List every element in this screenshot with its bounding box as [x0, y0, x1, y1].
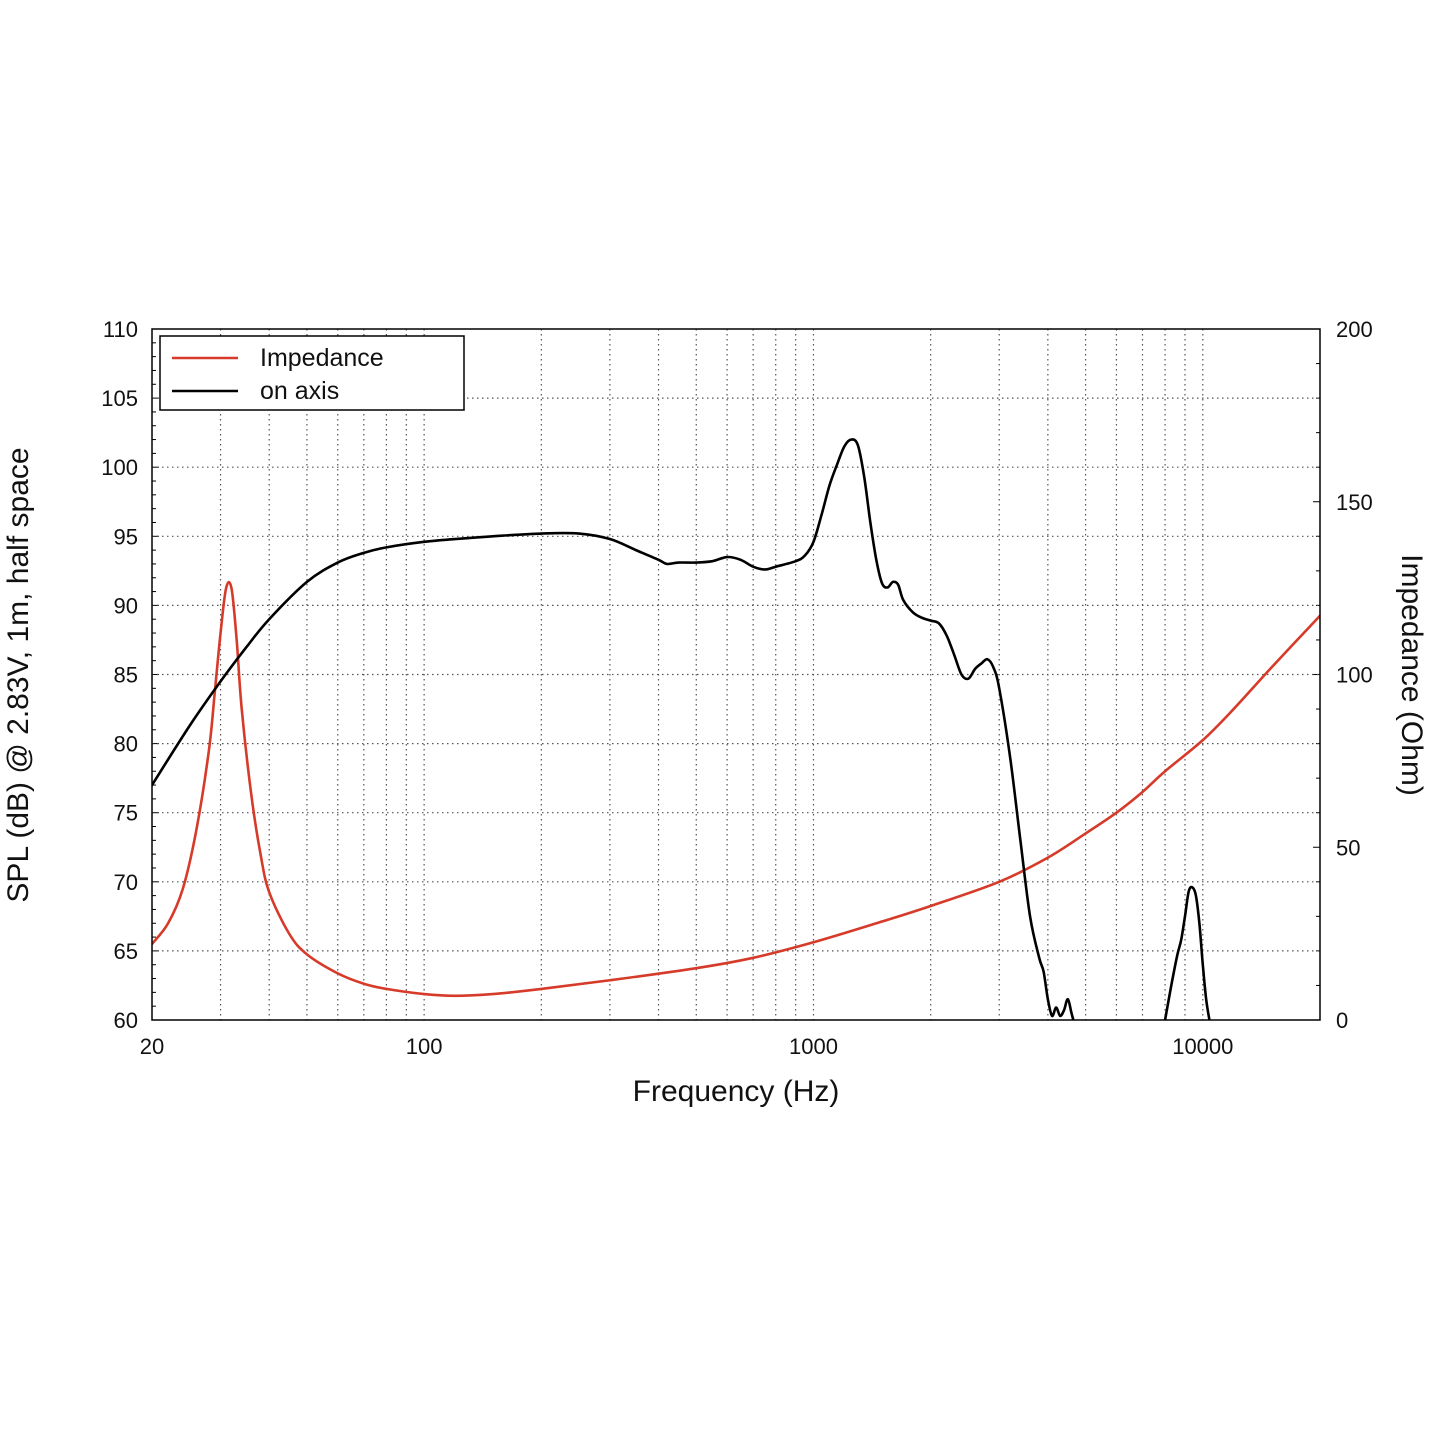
left-y-axis-title: SPL (dB) @ 2.83V, 1m, half space [2, 447, 35, 902]
left-y-tick-label: 60 [114, 1008, 138, 1033]
left-y-tick-label: 90 [114, 593, 138, 618]
x-axis-title: Frequency (Hz) [633, 1075, 840, 1108]
left-y-tick-label: 105 [101, 386, 138, 411]
right-y-tick-label: 0 [1336, 1008, 1348, 1033]
legend-label-on-axis: on axis [260, 377, 339, 405]
x-tick-label: 1000 [789, 1034, 838, 1059]
legend-box [159, 335, 465, 411]
legend: Impedance on axis [159, 335, 465, 411]
right-y-tick-label: 50 [1336, 835, 1360, 860]
series-layer [152, 438, 1320, 1020]
left-y-tick-label: 110 [103, 317, 138, 342]
left-y-tick-label: 75 [114, 801, 138, 826]
left-y-tick-label: 70 [114, 870, 138, 895]
spl-on-axis-curve-segment-1 [152, 438, 1075, 1020]
right-y-tick-label: 150 [1336, 490, 1373, 515]
left-y-tick-label: 85 [114, 663, 138, 688]
left-y-tick-label: 100 [101, 455, 138, 480]
legend-label-impedance: Impedance [260, 344, 384, 372]
x-tick-label: 100 [406, 1034, 443, 1059]
spl-on-axis-curve-segment-2 [1163, 885, 1211, 1020]
left-y-tick-label: 65 [114, 939, 138, 964]
plot-frame [151, 328, 1321, 1021]
x-tick-label: 10000 [1172, 1034, 1233, 1059]
right-y-tick-label: 200 [1336, 317, 1373, 342]
tick-labels: 20 100 1000 10000 60 65 70 75 80 85 90 95 100 105 110 0… [101, 317, 1372, 1059]
left-y-tick-label: 95 [114, 524, 138, 549]
left-y-tick-label: 80 [114, 732, 138, 757]
x-tick-label: 20 [140, 1034, 164, 1059]
grid-lines [152, 329, 1320, 1020]
right-y-tick-label: 100 [1336, 663, 1373, 688]
right-y-axis-title: Impedance (Ohm) [1395, 554, 1428, 796]
impedance-curve [152, 580, 1320, 998]
